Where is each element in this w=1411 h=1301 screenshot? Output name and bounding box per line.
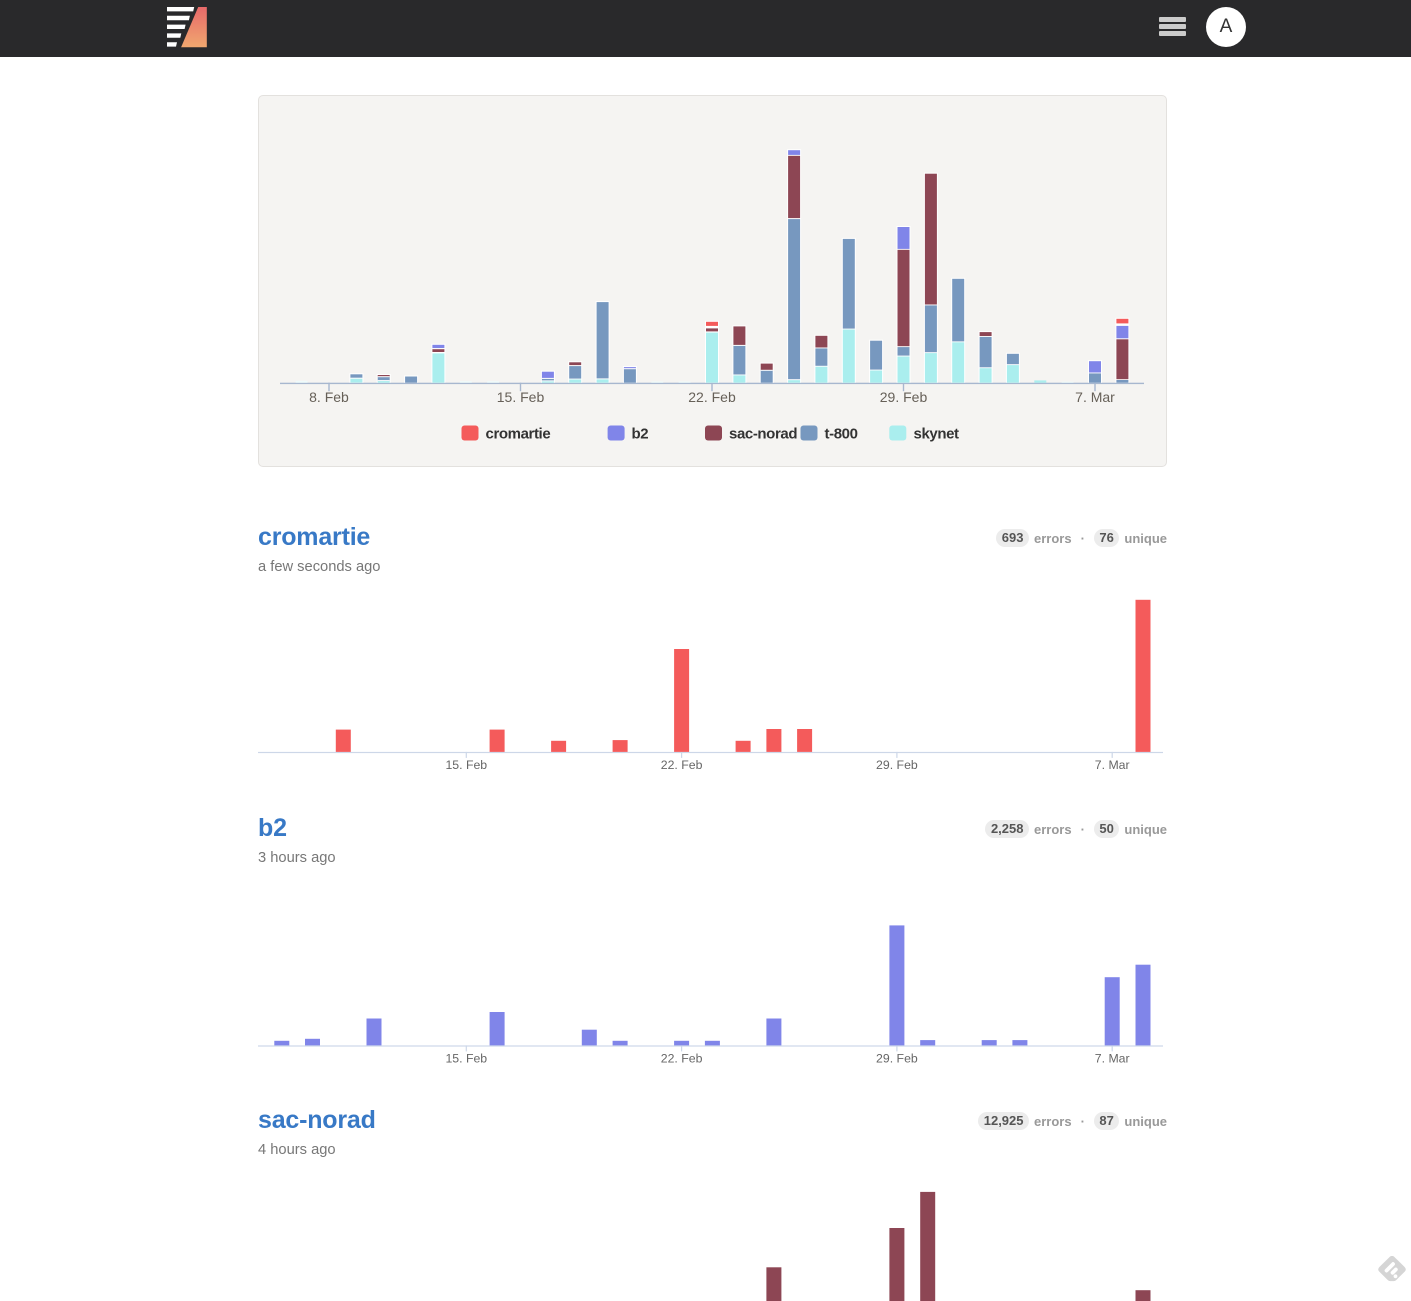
svg-text:29. Feb: 29. Feb [880,389,928,405]
svg-text:7. Mar: 7. Mar [1095,1051,1130,1065]
svg-text:22. Feb: 22. Feb [661,1051,703,1065]
svg-text:22. Feb: 22. Feb [688,389,736,405]
svg-text:sac-norad: sac-norad [729,426,797,443]
svg-text:15. Feb: 15. Feb [497,389,545,405]
svg-text:cromartie: cromartie [486,426,551,443]
svg-text:29. Feb: 29. Feb [876,758,918,772]
svg-text:7. Mar: 7. Mar [1075,389,1115,405]
svg-text:29. Feb: 29. Feb [876,1051,918,1065]
svg-text:15. Feb: 15. Feb [445,758,487,772]
svg-text:skynet: skynet [914,426,960,443]
svg-text:22. Feb: 22. Feb [661,758,703,772]
svg-text:15. Feb: 15. Feb [445,1051,487,1065]
svg-text:t-800: t-800 [825,426,858,443]
svg-text:b2: b2 [632,426,649,443]
svg-text:7. Mar: 7. Mar [1095,758,1130,772]
svg-text:8. Feb: 8. Feb [309,389,349,405]
